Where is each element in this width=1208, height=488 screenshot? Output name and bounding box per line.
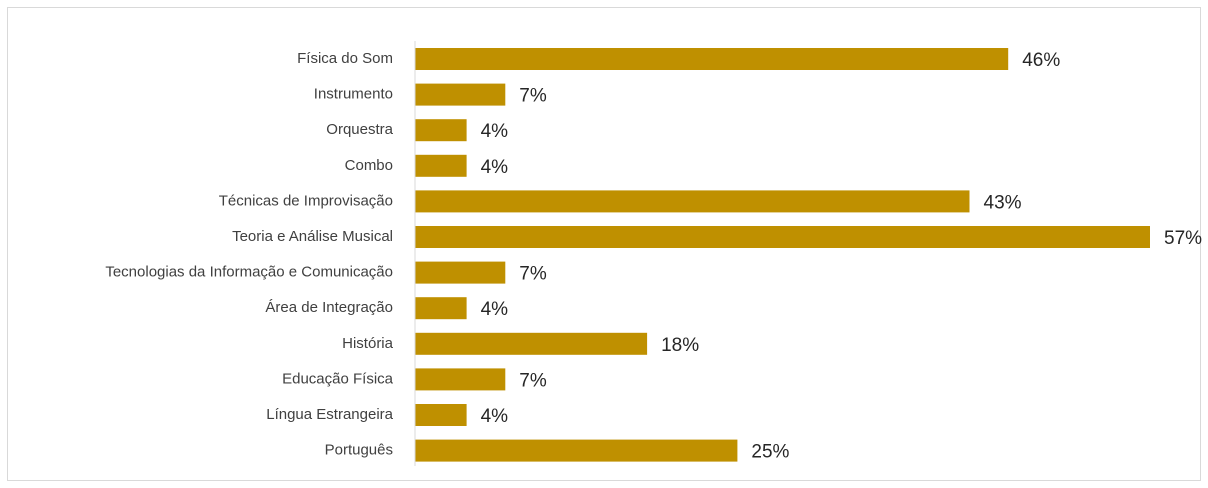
category-label: História bbox=[342, 335, 394, 352]
bar bbox=[415, 154, 467, 177]
category-label: Língua Estrangeira bbox=[266, 406, 393, 423]
bars-group bbox=[415, 48, 1150, 462]
value-label: 57% bbox=[1164, 228, 1202, 249]
category-label: Combo bbox=[345, 157, 393, 174]
category-label: Educação Física bbox=[282, 370, 394, 387]
category-label: Tecnologias da Informação e Comunicação bbox=[105, 264, 393, 281]
bar bbox=[415, 332, 648, 355]
value-label: 7% bbox=[519, 86, 547, 107]
value-label: 4% bbox=[481, 157, 509, 178]
value-label: 25% bbox=[751, 442, 789, 463]
category-label: Física do Som bbox=[297, 50, 393, 67]
value-label: 4% bbox=[481, 406, 509, 427]
bar bbox=[415, 190, 970, 213]
value-label: 4% bbox=[481, 299, 509, 320]
category-label: Técnicas de Improvisação bbox=[219, 192, 393, 209]
bar bbox=[415, 297, 467, 320]
bar bbox=[415, 119, 467, 142]
value-label: 7% bbox=[519, 264, 547, 285]
bar bbox=[415, 261, 506, 284]
category-labels: Física do Som Instrumento Orquestra Combo Té… bbox=[105, 50, 393, 459]
value-label: 43% bbox=[984, 192, 1022, 213]
bar bbox=[415, 404, 467, 426]
bar bbox=[415, 439, 738, 462]
category-label: Português bbox=[325, 442, 393, 459]
category-label: Teoria e Análise Musical bbox=[232, 228, 393, 245]
value-labels: 46% 7% 4% 4% 43% 57% 7% 4% 18% 7% 4% 25% bbox=[481, 50, 1203, 463]
category-label: Orquestra bbox=[326, 121, 393, 138]
bar bbox=[415, 48, 1009, 70]
bar bbox=[415, 83, 506, 106]
value-label: 46% bbox=[1022, 50, 1060, 71]
bar bbox=[415, 226, 1150, 248]
category-label: Área de Integração bbox=[265, 299, 393, 316]
value-label: 7% bbox=[519, 370, 547, 391]
category-label: Instrumento bbox=[314, 86, 393, 103]
bar bbox=[415, 368, 506, 391]
value-label: 4% bbox=[481, 121, 509, 142]
value-label: 18% bbox=[661, 335, 699, 356]
